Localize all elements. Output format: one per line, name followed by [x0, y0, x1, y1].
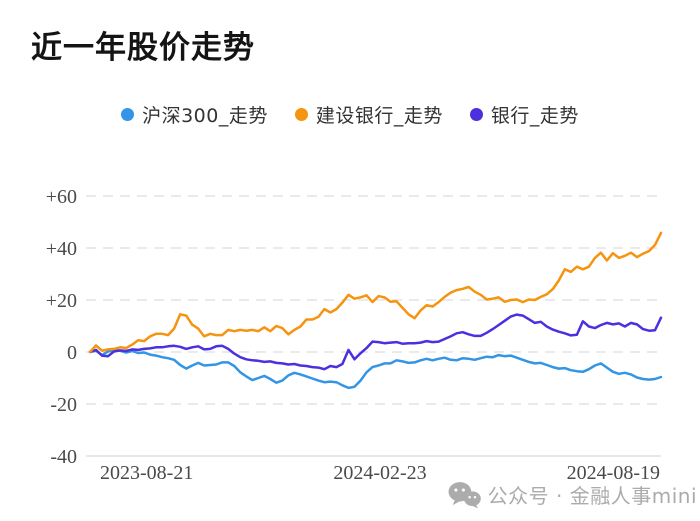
- x-axis-tick-label: 2024-02-23: [333, 462, 426, 484]
- chart-title: 近一年股价走势: [31, 30, 255, 66]
- legend-dot-icon: [294, 108, 308, 121]
- legend-item-ccb[interactable]: 建设银行_走势: [294, 101, 443, 128]
- watermark: 公众号 · 金融人事mini: [448, 480, 697, 509]
- y-axis-tick-label: +40: [46, 238, 77, 260]
- legend-item-hs300[interactable]: 沪深300_走势: [121, 101, 268, 128]
- y-axis-tick-label: +20: [46, 290, 77, 312]
- wechat-icon: [448, 481, 481, 508]
- legend-label: 建设银行_走势: [315, 105, 443, 127]
- chart-legend: 沪深300_走势 建设银行_走势 银行_走势: [0, 101, 700, 128]
- series-line-沪深300_走势: [88, 348, 663, 390]
- series-line-建设银行_走势: [88, 231, 663, 354]
- legend-label: 沪深300_走势: [142, 105, 268, 127]
- x-axis-tick-label: 2024-08-19: [567, 462, 660, 484]
- legend-item-bank[interactable]: 银行_走势: [469, 101, 579, 128]
- watermark-text: 公众号 · 金融人事mini: [487, 484, 697, 508]
- y-axis-tick-label: -40: [50, 446, 77, 468]
- y-axis-tick-label: -20: [50, 394, 77, 416]
- y-axis-tick-label: 0: [67, 342, 77, 364]
- series-line-银行_走势: [88, 313, 663, 371]
- y-axis-tick-label: +60: [46, 186, 77, 208]
- legend-label: 银行_走势: [490, 105, 579, 127]
- x-axis-tick-label: 2023-08-21: [100, 462, 193, 484]
- legend-dot-icon: [469, 108, 483, 121]
- legend-dot-icon: [121, 108, 135, 121]
